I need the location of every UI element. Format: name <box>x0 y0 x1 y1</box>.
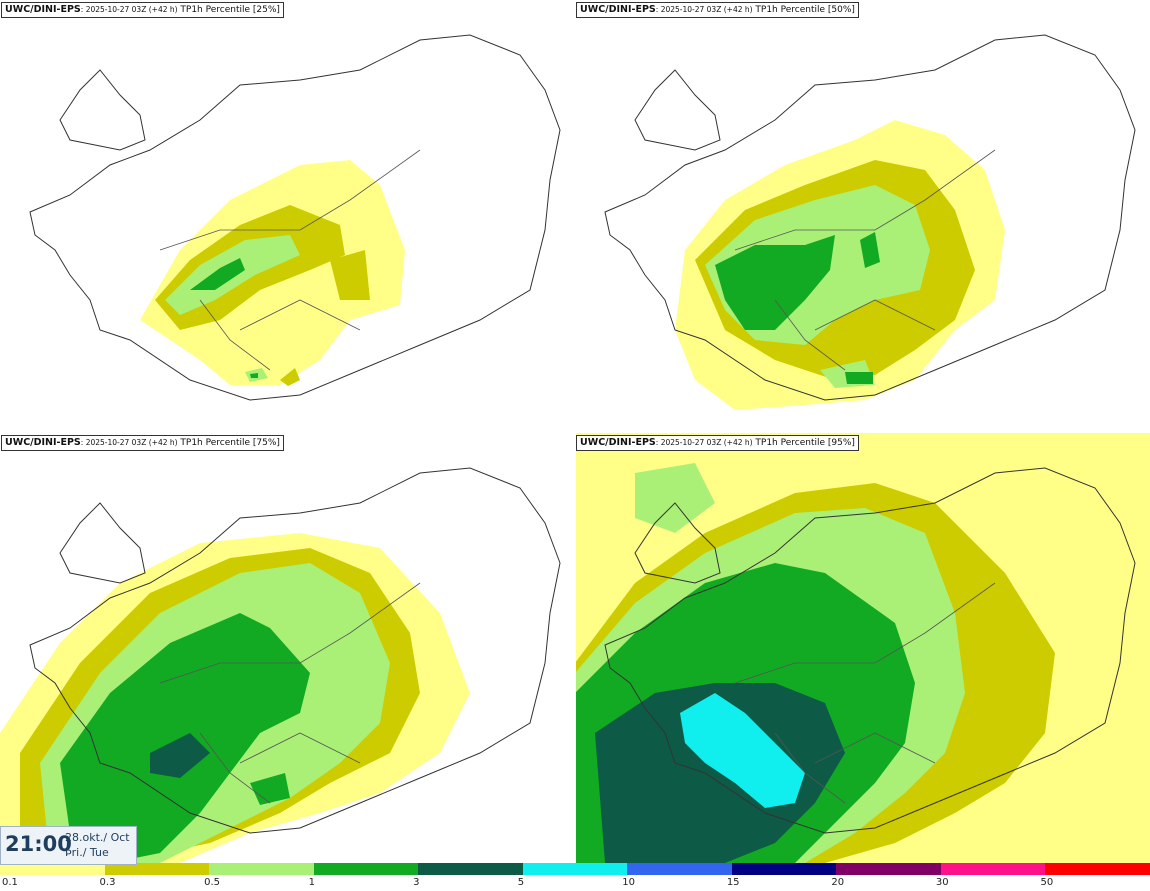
precip-map-p95 <box>575 433 1150 863</box>
legend-label: 0.1 <box>2 877 18 888</box>
valid-date-day: 28.okt./ Oct <box>65 831 130 844</box>
panel-title: UWC/DINI-EPS: 2025-10-27 03Z (+42 h) TP1… <box>576 2 859 18</box>
legend-swatch <box>0 863 106 875</box>
legend-label: 0.5 <box>204 877 220 888</box>
panel-title: UWC/DINI-EPS: 2025-10-27 03Z (+42 h) TP1… <box>1 435 284 451</box>
legend-label: 0.3 <box>99 877 116 888</box>
panel-divider <box>575 0 576 863</box>
legend-label: 30 <box>935 877 949 888</box>
legend-label: 20 <box>831 877 845 888</box>
map-panel-p50: UWC/DINI-EPS: 2025-10-27 03Z (+42 h) TP1… <box>575 0 1150 430</box>
legend-swatch <box>313 863 420 875</box>
legend-swatch <box>627 863 733 875</box>
legend-swatch <box>836 863 942 875</box>
legend-swatch <box>1045 863 1150 875</box>
map-panel-p75: UWC/DINI-EPS: 2025-10-27 03Z (+42 h) TP1… <box>0 433 575 863</box>
precip-map-p50 <box>604 34 1136 410</box>
legend-swatch <box>104 863 211 875</box>
legend-label: 3 <box>413 877 420 888</box>
precip-map-p75 <box>0 467 561 863</box>
precip-legend: 0.1 0.3 0.5 1 3 5 10 15 20 30 50 <box>0 863 1150 891</box>
valid-time: 21:00 <box>5 832 72 856</box>
precip-map-p25 <box>29 34 561 401</box>
panel-title: UWC/DINI-EPS: 2025-10-27 03Z (+42 h) TP1… <box>576 435 859 451</box>
valid-time-box: 21:00 28.okt./ Oct Þri./ Tue <box>0 826 137 865</box>
legend-label: 10 <box>622 877 635 888</box>
legend-swatch <box>418 863 524 875</box>
legend-swatch <box>940 863 1047 875</box>
legend-label: 5 <box>517 877 525 888</box>
valid-date-weekday: Þri./ Tue <box>65 846 109 859</box>
legend-swatch <box>731 863 838 875</box>
map-panel-p95: UWC/DINI-EPS: 2025-10-27 03Z (+42 h) TP1… <box>575 433 1150 863</box>
legend-label: 50 <box>1040 877 1054 888</box>
valid-date: 28.okt./ Oct Þri./ Tue <box>65 830 130 860</box>
legend-label: 15 <box>726 877 740 888</box>
panel-title: UWC/DINI-EPS: 2025-10-27 03Z (+42 h) TP1… <box>1 2 284 18</box>
legend-swatch <box>522 863 629 875</box>
map-panel-p25: UWC/DINI-EPS: 2025-10-27 03Z (+42 h) TP1… <box>0 0 575 430</box>
legend-label: 1 <box>308 877 315 888</box>
legend-swatch <box>209 863 315 875</box>
